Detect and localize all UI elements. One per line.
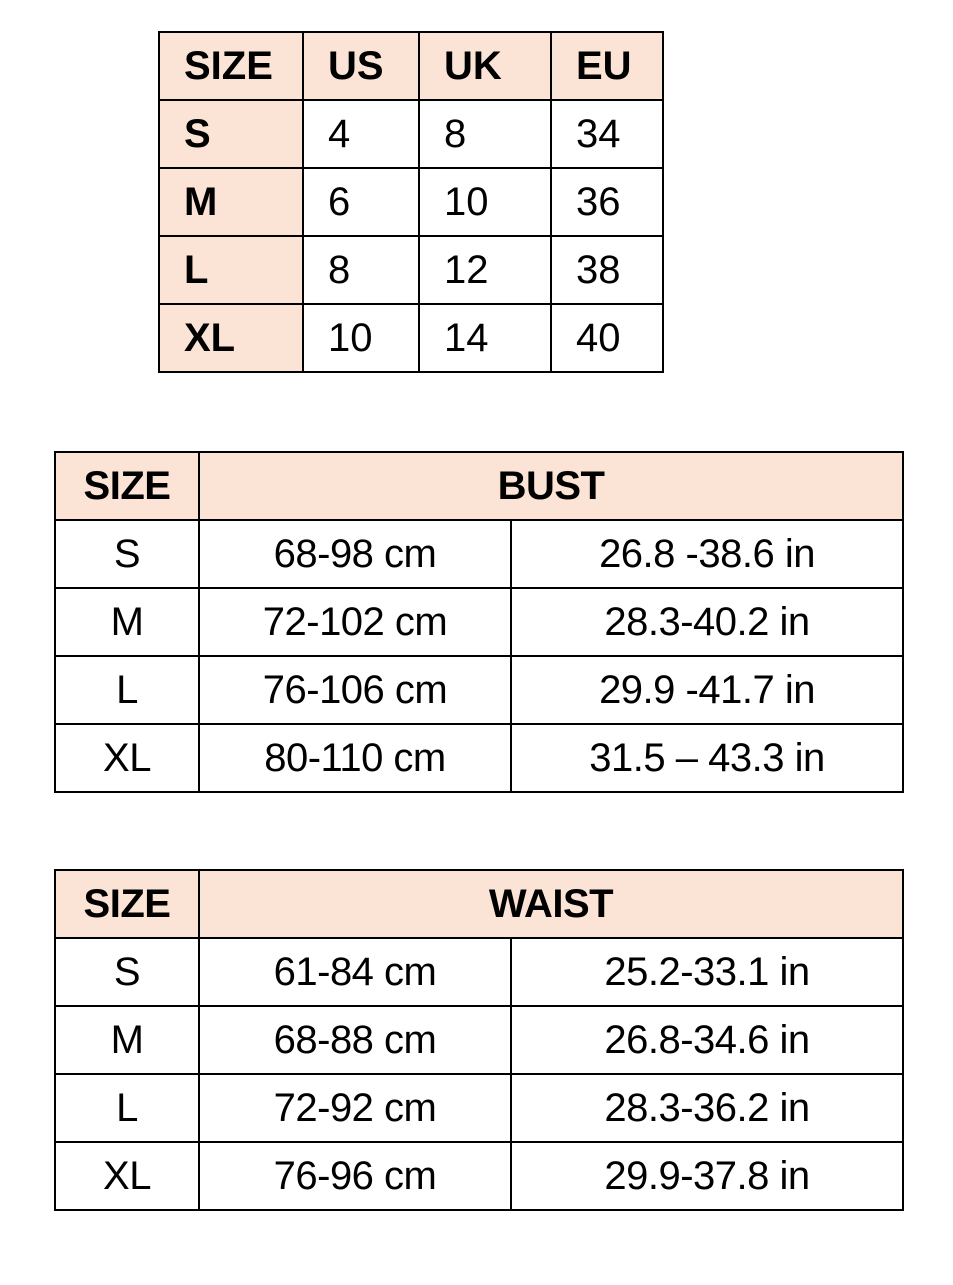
size-label: M <box>54 587 200 657</box>
size-label: XL <box>158 303 304 373</box>
cm-range: 72-102 cm <box>198 587 512 657</box>
size-value: 40 <box>550 303 664 373</box>
size-label: S <box>54 937 200 1007</box>
size-label: L <box>158 235 304 305</box>
column-header: US <box>302 31 420 101</box>
table-row: XL 80-110 cm 31.5 – 43.3 in <box>54 723 905 793</box>
bust-measurement-table: SIZE BUST S 68-98 cm 26.8 -38.6 in M 72-102 cm… <box>54 451 905 793</box>
size-value: 8 <box>418 99 552 169</box>
size-value: 14 <box>418 303 552 373</box>
table-row: S 4 8 34 <box>158 99 664 169</box>
size-value: 4 <box>302 99 420 169</box>
table-row: M 68-88 cm 26.8-34.6 in <box>54 1005 905 1075</box>
table-row: XL 10 14 40 <box>158 303 664 373</box>
size-label: L <box>54 655 200 725</box>
column-header: WAIST <box>197 869 905 939</box>
size-label: M <box>158 167 304 237</box>
cm-range: 76-96 cm <box>198 1141 512 1211</box>
column-header: SIZE <box>54 451 200 521</box>
inch-range: 28.3-36.2 in <box>509 1073 905 1143</box>
size-value: 10 <box>302 303 420 373</box>
inch-range: 25.2-33.1 in <box>509 937 905 1007</box>
inch-range: 28.3-40.2 in <box>509 587 905 657</box>
header-row: SIZE BUST <box>54 451 905 521</box>
column-header: SIZE <box>158 31 304 101</box>
size-label: XL <box>54 1141 200 1211</box>
size-value: 8 <box>302 235 420 305</box>
size-value: 38 <box>550 235 664 305</box>
table-row: XL 76-96 cm 29.9-37.8 in <box>54 1141 905 1211</box>
column-header: BUST <box>197 451 905 521</box>
column-header: SIZE <box>54 869 200 939</box>
table-row: S 61-84 cm 25.2-33.1 in <box>54 937 905 1007</box>
size-label: S <box>158 99 304 169</box>
header-row: SIZE US UK EU <box>158 31 664 101</box>
inch-range: 29.9 -41.7 in <box>509 655 905 725</box>
size-value: 12 <box>418 235 552 305</box>
size-value: 6 <box>302 167 420 237</box>
table-row: M 6 10 36 <box>158 167 664 237</box>
cm-range: 76-106 cm <box>198 655 512 725</box>
inch-range: 26.8-34.6 in <box>509 1005 905 1075</box>
column-header: EU <box>550 31 664 101</box>
table-row: M 72-102 cm 28.3-40.2 in <box>54 587 905 657</box>
inch-range: 29.9-37.8 in <box>509 1141 905 1211</box>
size-label: XL <box>54 723 200 793</box>
table-row: L 8 12 38 <box>158 235 664 305</box>
cm-range: 68-88 cm <box>198 1005 512 1075</box>
cm-range: 68-98 cm <box>198 519 512 589</box>
size-conversion-table: SIZE US UK EU S 4 8 34 M 6 10 36 L 8 12 38 XL 10 14 40 <box>158 31 664 373</box>
size-value: 36 <box>550 167 664 237</box>
size-label: S <box>54 519 200 589</box>
size-label: L <box>54 1073 200 1143</box>
size-value: 34 <box>550 99 664 169</box>
cm-range: 80-110 cm <box>198 723 512 793</box>
table-row: L 76-106 cm 29.9 -41.7 in <box>54 655 905 725</box>
waist-measurement-table: SIZE WAIST S 61-84 cm 25.2-33.1 in M 68-88 cm 2… <box>54 869 905 1211</box>
size-value: 10 <box>418 167 552 237</box>
cm-range: 61-84 cm <box>198 937 512 1007</box>
inch-range: 26.8 -38.6 in <box>509 519 905 589</box>
cm-range: 72-92 cm <box>198 1073 512 1143</box>
column-header: UK <box>418 31 552 101</box>
table-row: S 68-98 cm 26.8 -38.6 in <box>54 519 905 589</box>
header-row: SIZE WAIST <box>54 869 905 939</box>
size-label: M <box>54 1005 200 1075</box>
table-row: L 72-92 cm 28.3-36.2 in <box>54 1073 905 1143</box>
inch-range: 31.5 – 43.3 in <box>509 723 905 793</box>
